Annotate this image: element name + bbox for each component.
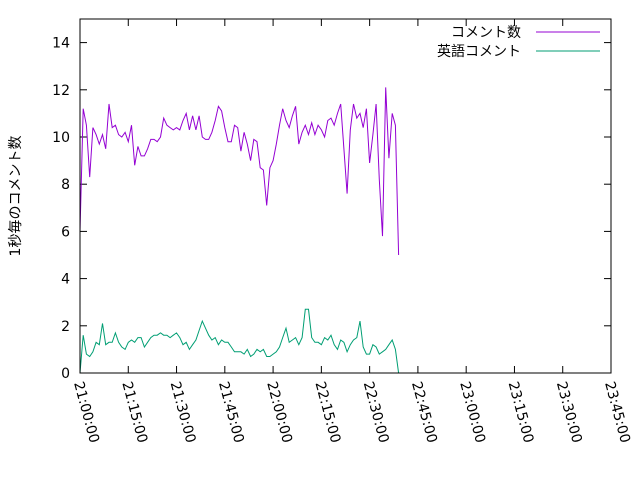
y-tick-label: 2 (61, 319, 70, 335)
plot-border (79, 18, 612, 374)
y-tick-label: 4 (61, 272, 70, 288)
y-tick-label: 14 (52, 36, 70, 52)
y-tick-label: 0 (61, 366, 70, 382)
y-tick-label: 6 (61, 224, 70, 240)
legend-label-0: コメント数 (451, 25, 521, 41)
series-line-1 (79, 308, 400, 374)
series-line-0 (79, 87, 400, 256)
y-axis-title: 1秒毎のコメント数 (8, 136, 24, 257)
y-tick-label: 8 (61, 177, 70, 193)
tick-marks (80, 19, 611, 373)
y-tick-labels: 0 2 4 6 8 10 12 14 (52, 36, 70, 382)
series-layer (79, 87, 400, 374)
legend-label-1: 英語コメント (437, 43, 521, 60)
y-tick-label: 12 (52, 83, 70, 99)
y-tick-label: 10 (52, 130, 70, 146)
